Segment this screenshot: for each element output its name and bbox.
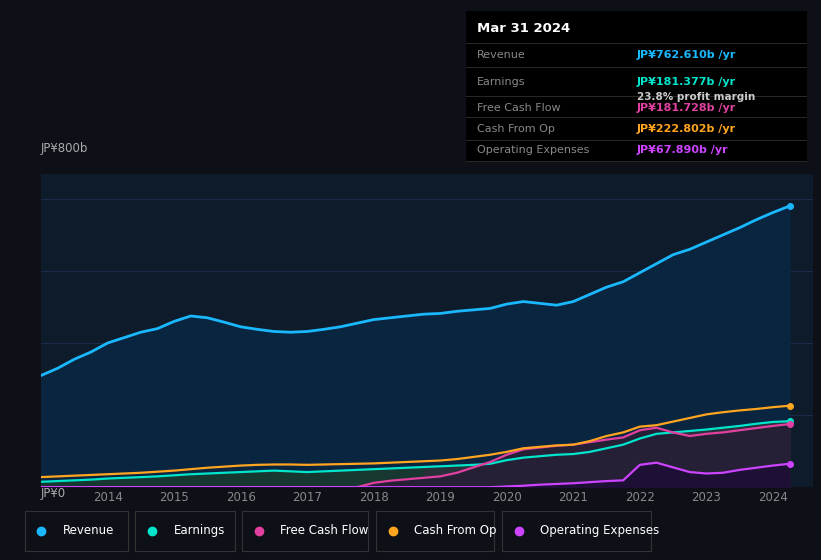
Text: Free Cash Flow: Free Cash Flow — [476, 103, 560, 113]
Text: Earnings: Earnings — [173, 524, 225, 537]
Text: Operating Expenses: Operating Expenses — [476, 145, 589, 155]
Text: Operating Expenses: Operating Expenses — [540, 524, 659, 537]
Text: Cash From Op: Cash From Op — [414, 524, 497, 537]
Text: Mar 31 2024: Mar 31 2024 — [476, 22, 570, 35]
Text: JP¥222.802b /yr: JP¥222.802b /yr — [637, 124, 736, 134]
Text: 23.8% profit margin: 23.8% profit margin — [637, 92, 755, 102]
Text: Earnings: Earnings — [476, 77, 525, 87]
Text: JP¥762.610b /yr: JP¥762.610b /yr — [637, 50, 736, 60]
Text: Revenue: Revenue — [63, 524, 114, 537]
Text: JP¥800b: JP¥800b — [40, 142, 88, 155]
Text: Revenue: Revenue — [476, 50, 525, 60]
Text: JP¥67.890b /yr: JP¥67.890b /yr — [637, 145, 728, 155]
Text: Free Cash Flow: Free Cash Flow — [281, 524, 369, 537]
Text: JP¥0: JP¥0 — [40, 487, 66, 500]
Text: Cash From Op: Cash From Op — [476, 124, 554, 134]
Text: JP¥181.728b /yr: JP¥181.728b /yr — [637, 103, 736, 113]
Text: JP¥181.377b /yr: JP¥181.377b /yr — [637, 77, 736, 87]
